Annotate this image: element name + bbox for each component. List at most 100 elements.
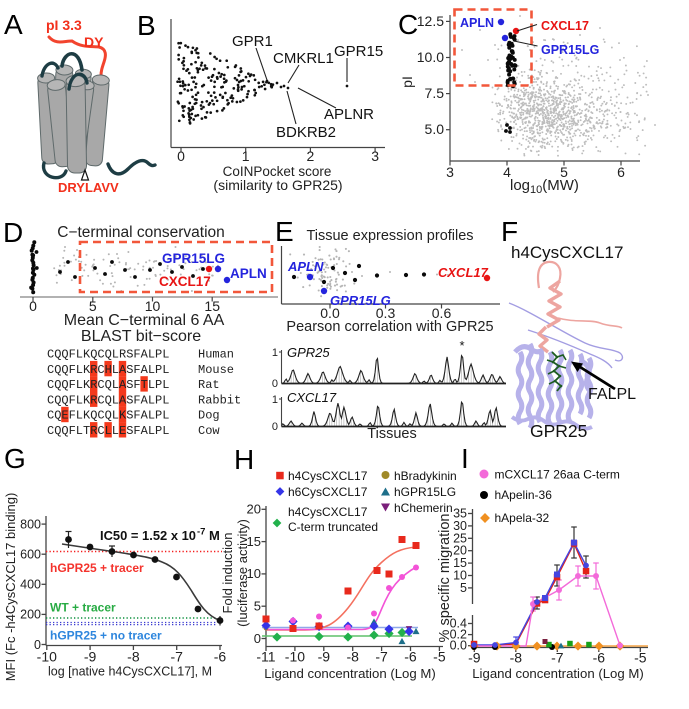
- svg-text:30: 30: [453, 519, 467, 533]
- svg-text:Pearson correlation with GPR25: Pearson correlation with GPR25: [286, 319, 493, 335]
- svg-text:Cow: Cow: [198, 424, 220, 438]
- svg-text:-7: -7: [197, 527, 205, 538]
- svg-text:hGPR25 + tracer: hGPR25 + tracer: [50, 561, 144, 575]
- svg-text:-6: -6: [214, 649, 227, 665]
- svg-text:0.0: 0.0: [450, 639, 467, 653]
- svg-text:-8: -8: [346, 649, 359, 665]
- svg-text:-9: -9: [318, 649, 331, 665]
- svg-text:7.5: 7.5: [425, 85, 445, 101]
- svg-text:15: 15: [247, 534, 261, 549]
- svg-text:Rabbit: Rabbit: [198, 393, 241, 407]
- svg-text:CQQFLKRCHLASFALPL: CQQFLKRCHLASFALPL: [47, 363, 169, 377]
- svg-text:-6: -6: [593, 650, 606, 666]
- svg-text:-11: -11: [256, 649, 275, 665]
- svg-text:CXCL17: CXCL17: [438, 265, 489, 280]
- svg-text:0.4: 0.4: [450, 617, 467, 631]
- svg-text:0.2: 0.2: [450, 628, 467, 642]
- svg-text:APLN: APLN: [287, 259, 324, 274]
- svg-text:GPR25: GPR25: [530, 421, 587, 441]
- svg-text:-10: -10: [285, 649, 305, 665]
- svg-text:1: 1: [272, 347, 278, 359]
- svg-text:h4CysCXCL17: h4CysCXCL17: [288, 505, 368, 519]
- svg-text:WT + tracer: WT + tracer: [50, 601, 116, 615]
- svg-text:20: 20: [453, 544, 467, 558]
- svg-text:12.5: 12.5: [417, 13, 444, 29]
- svg-text:0.6: 0.6: [432, 305, 452, 321]
- svg-text:FALPL: FALPL: [588, 386, 636, 403]
- svg-text:CXCL17: CXCL17: [541, 19, 589, 33]
- svg-text:A: A: [4, 9, 23, 40]
- svg-text:IC50 = 1.52 x 10: IC50 = 1.52 x 10: [100, 528, 196, 543]
- svg-text:C: C: [398, 9, 418, 40]
- svg-text:CoINPocket score: CoINPocket score: [223, 164, 332, 179]
- svg-text:200: 200: [20, 608, 41, 622]
- svg-text:% specific migration: % specific migration: [437, 514, 453, 643]
- svg-text:hApelin-36: hApelin-36: [495, 488, 553, 502]
- svg-text:10: 10: [453, 569, 467, 583]
- svg-text:400: 400: [20, 578, 41, 592]
- svg-text:Ligand concentration (Log M): Ligand concentration (Log M): [264, 666, 436, 681]
- svg-text:-9: -9: [84, 649, 97, 665]
- svg-text:-7: -7: [551, 650, 564, 666]
- svg-text:GPR25: GPR25: [287, 345, 330, 360]
- svg-text:-7: -7: [375, 649, 388, 665]
- svg-text:-7: -7: [170, 649, 183, 665]
- svg-text:GPR1: GPR1: [232, 33, 273, 50]
- svg-text:1: 1: [242, 148, 250, 164]
- svg-text:0: 0: [254, 631, 261, 646]
- svg-text:h6CysCXCL17: h6CysCXCL17: [288, 485, 368, 499]
- svg-text:3: 3: [371, 148, 379, 164]
- svg-text:-9: -9: [468, 650, 481, 666]
- svg-text:5.0: 5.0: [425, 121, 445, 137]
- svg-text:G: G: [4, 443, 26, 474]
- svg-text:F: F: [501, 216, 518, 247]
- svg-text:3: 3: [446, 164, 454, 180]
- svg-text:h4CysCXCL17: h4CysCXCL17: [288, 469, 368, 483]
- svg-text:GPR15LG: GPR15LG: [330, 293, 391, 308]
- svg-text:0: 0: [177, 148, 185, 164]
- svg-text:CMKRL1: CMKRL1: [273, 50, 334, 67]
- svg-text:0: 0: [272, 378, 278, 390]
- svg-text:5: 5: [89, 298, 97, 314]
- svg-text:Mean C−terminal 6 AA: Mean C−terminal 6 AA: [64, 312, 225, 329]
- svg-text:CQQFLKRCQLASFALPL: CQQFLKRCQLASFALPL: [47, 393, 169, 407]
- svg-text:hGPR15LG: hGPR15LG: [394, 485, 456, 499]
- svg-text:hApela-32: hApela-32: [495, 511, 550, 525]
- svg-text:-8: -8: [127, 649, 140, 665]
- svg-text:0.3: 0.3: [376, 305, 396, 321]
- svg-text:Mouse: Mouse: [198, 363, 234, 377]
- svg-text:pI: pI: [399, 76, 415, 88]
- svg-text:mCXCL17 26aa C-term: mCXCL17 26aa C-term: [495, 468, 620, 482]
- svg-text:5: 5: [254, 599, 261, 614]
- svg-text:25: 25: [453, 531, 467, 545]
- svg-text:4: 4: [503, 164, 511, 180]
- svg-text:Rat: Rat: [198, 378, 220, 392]
- svg-text:APLN: APLN: [460, 16, 494, 30]
- svg-text:600: 600: [20, 548, 41, 562]
- svg-text:Tissue expression profiles: Tissue expression profiles: [306, 228, 473, 244]
- svg-text:hBradykinin: hBradykinin: [394, 469, 457, 483]
- svg-text:APLNR: APLNR: [324, 106, 374, 123]
- svg-text:0: 0: [34, 638, 41, 652]
- svg-text:-5: -5: [634, 650, 647, 666]
- svg-text:15: 15: [453, 556, 467, 570]
- svg-text:E: E: [275, 216, 294, 247]
- svg-text:(luciferase activity): (luciferase activity): [235, 519, 250, 627]
- svg-text:CXCL17: CXCL17: [159, 274, 211, 289]
- svg-text:CQQFLTRCLLESFALPL: CQQFLTRCLLESFALPL: [47, 424, 169, 438]
- svg-text:H: H: [234, 444, 254, 475]
- svg-text:20: 20: [247, 502, 261, 517]
- svg-text:APLN: APLN: [230, 266, 267, 281]
- svg-text:Fold induction: Fold induction: [220, 533, 235, 614]
- svg-text:35: 35: [453, 507, 467, 521]
- svg-text:2: 2: [307, 148, 315, 164]
- svg-text:DRYLAVV: DRYLAVV: [58, 180, 119, 195]
- svg-text:MFI (Fc -h4CysCXCL17 binding): MFI (Fc -h4CysCXCL17 binding): [3, 493, 18, 682]
- svg-text:BDKRB2: BDKRB2: [276, 124, 336, 141]
- svg-text:D: D: [3, 217, 23, 248]
- svg-text:CQQFLKQCQLRSFALPL: CQQFLKQCQLRSFALPL: [47, 348, 169, 362]
- svg-text:5: 5: [460, 581, 467, 595]
- svg-text:-8: -8: [510, 650, 523, 666]
- svg-text:0: 0: [272, 421, 278, 433]
- svg-text:-5: -5: [433, 649, 446, 665]
